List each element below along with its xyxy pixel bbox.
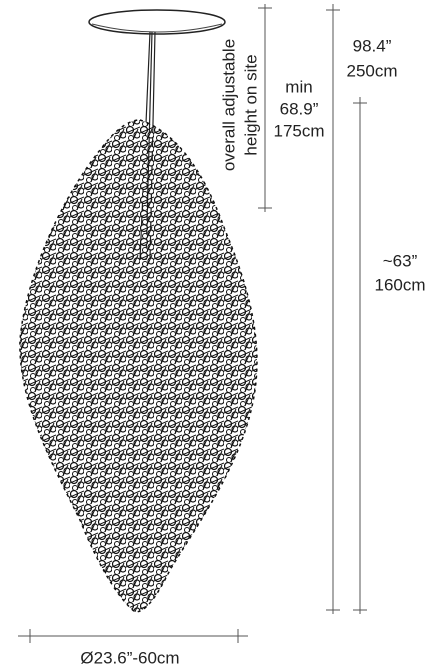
diameter-dimension xyxy=(18,629,248,643)
body-inches: ~63” xyxy=(383,251,418,270)
body-dimension xyxy=(353,97,367,614)
body-cm: 160cm xyxy=(374,275,425,294)
overall-dimension xyxy=(326,4,340,614)
min-inches: 68.9” xyxy=(280,99,319,118)
min-label: min xyxy=(285,77,312,96)
note-line: height on site xyxy=(241,54,260,155)
canopy-edge xyxy=(91,23,223,33)
min-cm: 175cm xyxy=(273,121,324,140)
overall-cm: 250cm xyxy=(346,61,397,80)
overall-inches: 98.4” xyxy=(353,36,392,55)
note-line: overall adjustable xyxy=(219,39,238,171)
diameter-label: Ø23.6”-60cm xyxy=(80,648,179,667)
adjustable-dimension xyxy=(258,4,272,212)
chandelier xyxy=(19,120,257,612)
chandelier-outline xyxy=(19,119,258,613)
canopy xyxy=(88,9,226,35)
